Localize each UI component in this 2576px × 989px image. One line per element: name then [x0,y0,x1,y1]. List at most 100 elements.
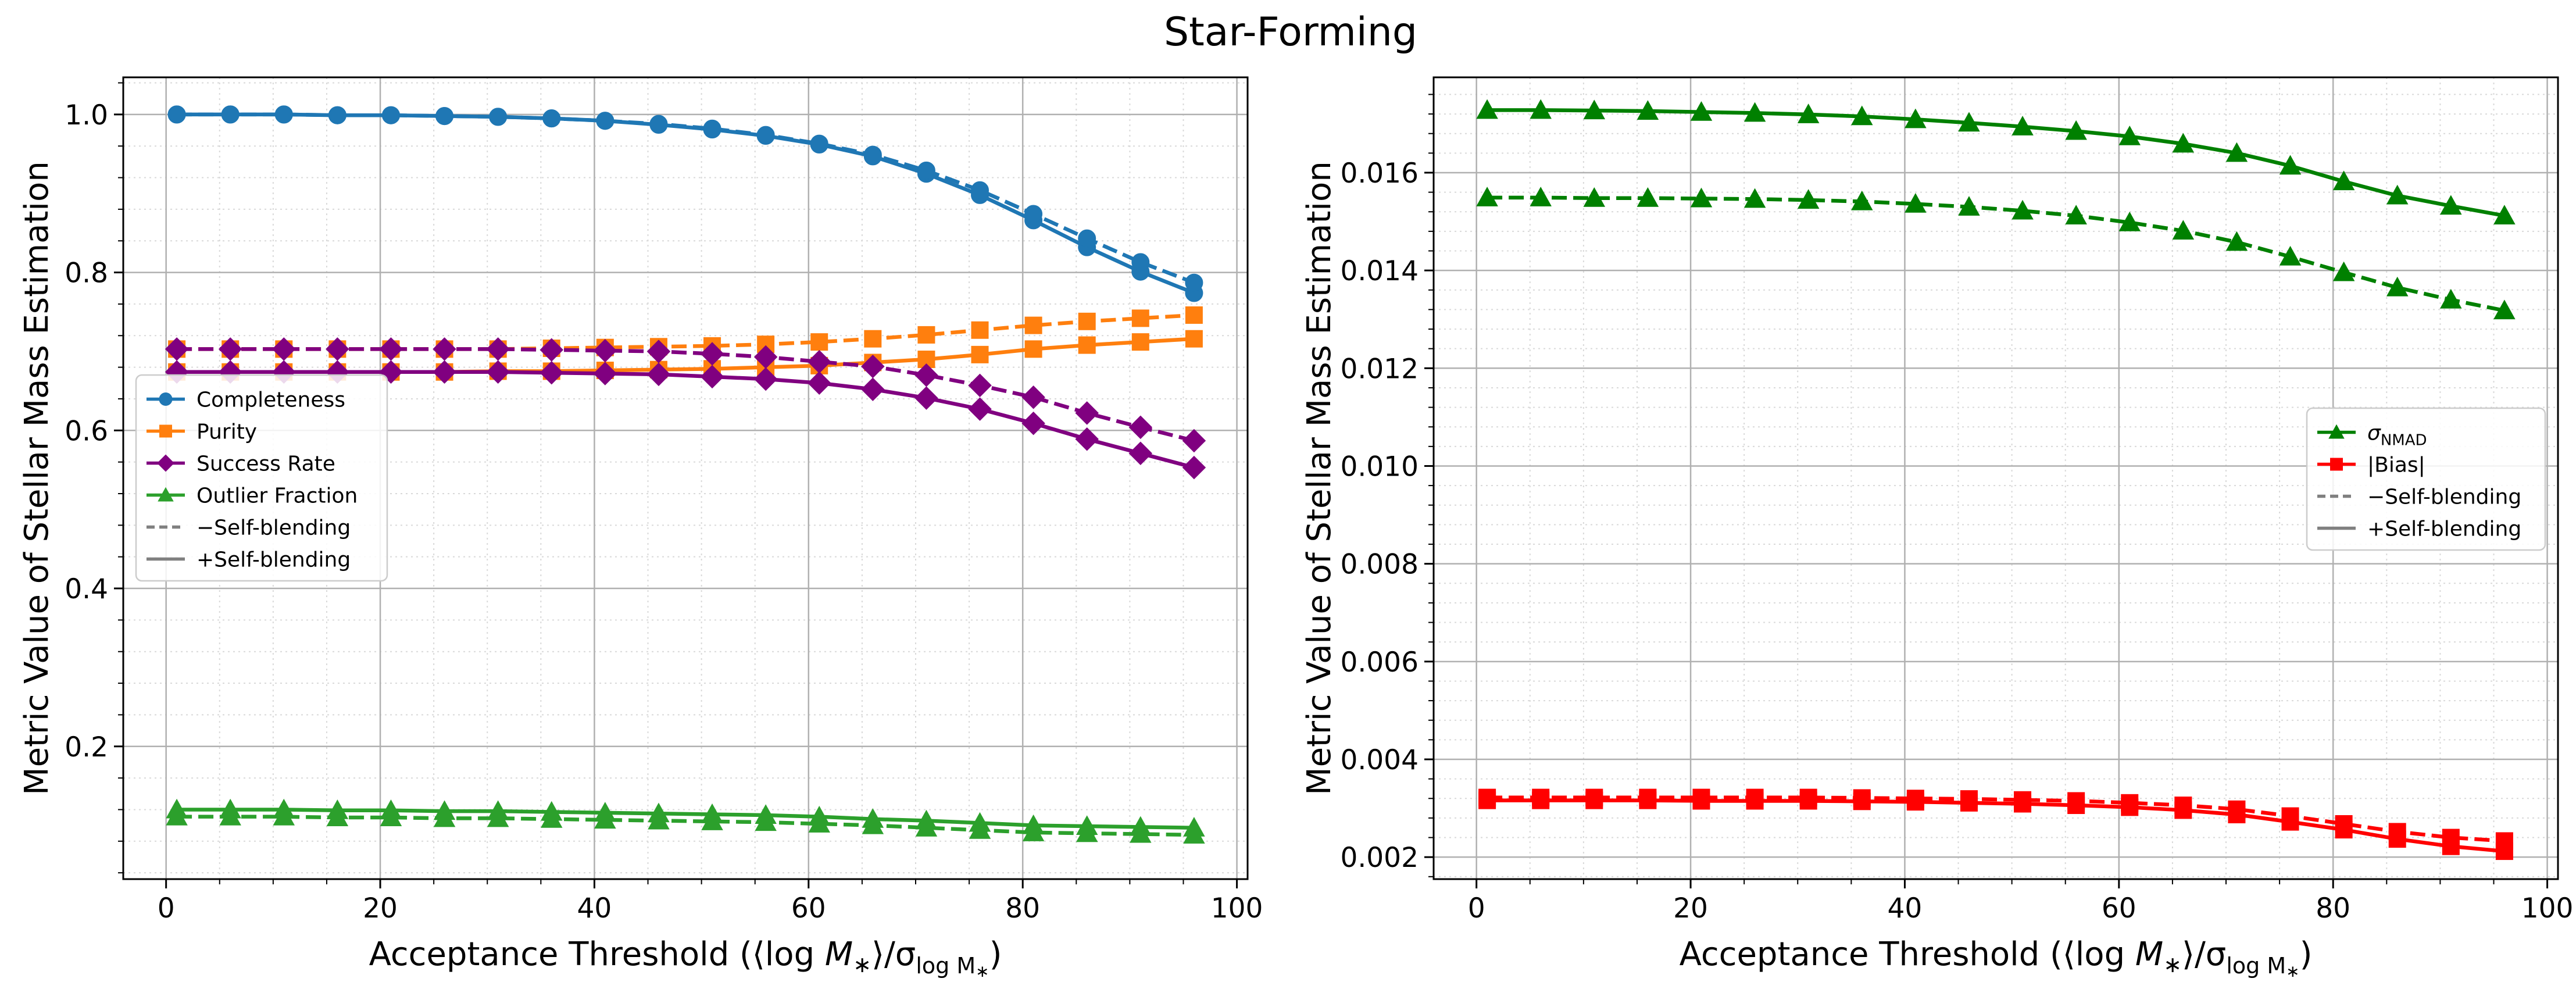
plot-area [1476,99,2516,861]
axes-frame [122,76,1249,880]
series-point [864,330,882,348]
series-point [1183,824,1205,844]
series-point [1185,330,1203,348]
series-line [1487,798,2505,854]
series-point [2228,800,2246,818]
y-tick-label: 0.6 [65,415,108,447]
series-point [1799,788,1817,806]
series-point [487,807,509,827]
series-line [177,808,1194,830]
series-point [1128,415,1153,440]
series-point [1958,196,1980,216]
series-point [1078,312,1096,330]
series-point [1185,306,1203,324]
legend-box [2306,407,2546,551]
y-tick-label: 0.014 [1340,255,1419,287]
series-point [542,109,561,128]
legend-marker [157,454,174,472]
series-point [810,333,828,351]
series-point [2174,797,2192,815]
series-point [861,377,885,401]
series-point [700,342,724,366]
series-point [753,345,778,369]
series-point [2065,205,2087,224]
series-point [915,816,938,837]
plot-area [165,105,1206,844]
series-point [917,161,935,180]
series-point [1585,788,1603,806]
series-point [2440,288,2462,309]
series-point [862,814,884,834]
series-point [540,360,564,385]
series-point [2495,832,2513,850]
series-point [1021,411,1045,435]
legend-label: σNMAD [2367,422,2427,449]
x-tick-label: 40 [1888,892,1923,924]
series-point [1690,187,1713,208]
x-label-text: ) [989,936,1002,973]
series-point [328,106,346,124]
series-point [971,181,989,199]
series-point [1076,822,1098,842]
series-point [326,806,349,827]
x-label-text: ⟩/σ [2182,936,2226,973]
x-label-subscript: ∗ [853,952,871,977]
x-label-subscript: log M [2226,953,2286,979]
axes-frame [1432,76,2559,880]
series-point [2388,823,2406,841]
x-label-subscript: ∗ [2286,962,2299,981]
series-7 [166,805,1205,844]
series-point [2279,245,2302,266]
series-point [1958,112,1980,132]
legend-item: Completeness [147,388,345,412]
series-point [2225,231,2248,251]
series-line [1487,195,2505,313]
ticks: 0 20 40 60 80 100 0.002 0.004 0.006 0.008 0.010 0.0… [1340,94,2573,924]
series-point [2281,807,2299,825]
legend-item: +Self-blending [147,548,351,572]
series-point [971,321,989,339]
x-tick-label: 80 [1005,892,1040,924]
legend-item: −Self-blending [2317,485,2521,509]
series-point [1532,788,1550,806]
series-line [177,112,1195,285]
legend-marker [158,487,174,502]
series-point [1478,788,1496,806]
x-label-symbol: M [825,936,853,973]
series-point [2118,211,2141,231]
series-point [1797,103,1820,123]
legend-item: −Self-blending [147,516,351,540]
series-point [1128,441,1153,465]
series-point [646,340,671,363]
series-point [969,819,991,839]
series-point [646,362,671,387]
series-point [1476,187,1498,206]
ticks: 0 20 40 60 80 100 0.2 0.4 0.6 0.8 1.0 [65,82,1263,924]
series-point [2332,261,2355,281]
y-tick-label: 0.012 [1340,353,1419,385]
series-line [1487,795,2505,843]
series-point [2335,815,2353,833]
series-point [756,126,775,144]
x-tick-label: 20 [1673,892,1708,924]
legend-item: Purity [147,420,257,444]
series-point [165,337,189,361]
series-point [1960,790,1978,808]
series-point [326,337,349,361]
series-point [2067,792,2085,810]
series-point [2386,184,2409,205]
legend-label: Outlier Fraction [196,484,358,508]
x-label-text: Acceptance Threshold (⟨log [369,936,825,973]
y-tick-label: 0.2 [65,731,108,763]
legend-label: +Self-blending [2367,517,2521,541]
series-point [755,811,777,831]
series-point [1182,455,1206,480]
series-point [1583,99,1606,120]
x-tick-label: 100 [1211,892,1263,924]
series-point [2493,205,2516,224]
series-point [221,105,240,124]
series-point [1078,229,1096,248]
series-point [1185,273,1203,292]
series-point [649,115,668,133]
